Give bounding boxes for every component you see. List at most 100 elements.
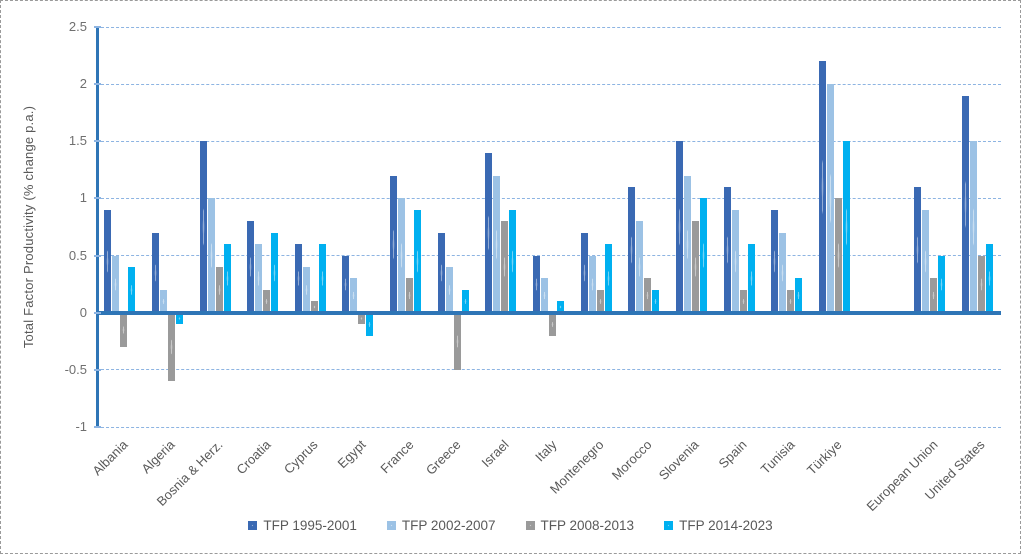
bar-tfp-1995-2001 — [199, 141, 207, 313]
y-axis-tick-mark — [94, 368, 101, 371]
legend-item: TFP 1995-2001 — [248, 518, 357, 533]
x-axis-zero-line — [96, 310, 1001, 315]
bar-tfp-2014-2023 — [414, 209, 422, 313]
bar-tfp-2014-2023 — [223, 244, 231, 313]
bar-tfp-1995-2001 — [247, 221, 255, 313]
bar-tfp-2002-2007 — [112, 255, 120, 313]
bar-tfp-2008-2013 — [739, 289, 747, 313]
bar-tfp-1995-2001 — [580, 232, 588, 313]
bar-tfp-2014-2023 — [652, 289, 660, 313]
gridline — [96, 83, 1001, 85]
y-axis-tick-label: 0 — [79, 304, 87, 320]
bar-tfp-2014-2023 — [366, 312, 374, 336]
bar-tfp-2008-2013 — [406, 278, 414, 313]
bar-tfp-2014-2023 — [795, 278, 803, 313]
y-axis-tick-label: -0.5 — [64, 361, 87, 377]
y-axis-tick-mark — [94, 26, 101, 28]
bar-tfp-1995-2001 — [818, 61, 826, 313]
bar-tfp-2002-2007 — [969, 141, 977, 313]
bar-tfp-2008-2013 — [263, 289, 271, 313]
bar-tfp-2008-2013 — [596, 289, 604, 313]
y-axis-tick-label: 1.5 — [68, 133, 87, 149]
y-axis-tick-mark — [94, 426, 101, 428]
bar-tfp-1995-2001 — [723, 187, 731, 313]
y-axis-tick-label: 1 — [79, 190, 87, 206]
bar-tfp-1995-2001 — [390, 175, 398, 313]
bar-tfp-1995-2001 — [485, 152, 493, 313]
bar-tfp-2008-2013 — [644, 278, 652, 313]
bar-tfp-2014-2023 — [842, 141, 850, 313]
bar-tfp-2008-2013 — [310, 301, 318, 313]
bar-tfp-2002-2007 — [350, 278, 358, 313]
bar-tfp-1995-2001 — [437, 232, 445, 313]
bar-tfp-2002-2007 — [159, 289, 167, 313]
bar-tfp-2002-2007 — [493, 175, 501, 313]
y-axis-tick-mark — [94, 197, 101, 200]
bar-tfp-2008-2013 — [358, 312, 366, 325]
bar-tfp-1995-2001 — [294, 244, 302, 313]
bar-tfp-2014-2023 — [747, 244, 755, 313]
bar-tfp-2008-2013 — [691, 221, 699, 313]
bar-tfp-2014-2023 — [318, 244, 326, 313]
gridline — [96, 26, 1001, 28]
bar-tfp-1995-2001 — [533, 255, 540, 313]
gridline — [96, 140, 1001, 142]
legend-item-label: TFP 2008-2013 — [540, 518, 635, 533]
plot-area — [94, 26, 1001, 428]
legend-swatch — [248, 521, 258, 530]
bar-tfp-2002-2007 — [302, 267, 310, 313]
bar-tfp-2002-2007 — [826, 84, 834, 313]
bar-tfp-2002-2007 — [731, 209, 739, 313]
bar-tfp-2008-2013 — [453, 312, 461, 370]
bar-tfp-1995-2001 — [628, 187, 636, 313]
bar-tfp-1995-2001 — [104, 209, 112, 313]
bar-tfp-2014-2023 — [938, 255, 946, 313]
legend-item-label: TFP 1995-2001 — [263, 518, 357, 533]
legend: TFP 1995-2001 TFP 2002-2007 TFP 2008-2013 T… — [1, 518, 1020, 533]
y-axis-tick-mark — [94, 83, 101, 86]
bar-tfp-2014-2023 — [509, 209, 517, 313]
bar-tfp-2014-2023 — [985, 244, 993, 313]
bar-tfp-2008-2013 — [787, 289, 795, 313]
bar-tfp-2014-2023 — [604, 244, 612, 313]
bar-tfp-1995-2001 — [961, 95, 969, 313]
bar-tfp-2008-2013 — [834, 198, 842, 313]
bar-tfp-1995-2001 — [151, 232, 159, 313]
bar-tfp-1995-2001 — [771, 209, 779, 313]
bar-tfp-2002-2007 — [255, 244, 263, 313]
y-axis-tick-mark — [94, 254, 101, 257]
bar-tfp-2014-2023 — [557, 301, 564, 313]
bar-tfp-1995-2001 — [675, 141, 683, 313]
bar-tfp-2008-2013 — [501, 221, 509, 313]
legend-item: TFP 2014-2023 — [664, 518, 773, 533]
y-axis-tick-label: 2 — [79, 76, 87, 92]
bar-tfp-2002-2007 — [541, 278, 548, 313]
y-axis-tick-label: 0.5 — [68, 247, 87, 263]
y-axis-line — [96, 27, 99, 427]
legend-swatch — [386, 521, 396, 530]
bar-tfp-2002-2007 — [636, 221, 644, 313]
bar-tfp-2008-2013 — [215, 267, 223, 313]
bar-tfp-2014-2023 — [461, 289, 469, 313]
bar-tfp-1995-2001 — [914, 187, 922, 313]
bar-tfp-2008-2013 — [930, 278, 938, 313]
bar-tfp-2002-2007 — [445, 267, 453, 313]
bar-tfp-2002-2007 — [683, 175, 691, 313]
bar-tfp-1995-2001 — [342, 255, 350, 313]
legend-swatch — [664, 521, 674, 530]
gridline — [96, 426, 1001, 428]
bar-tfp-2008-2013 — [977, 255, 985, 313]
y-axis-tick-label: -1 — [75, 419, 87, 434]
gridline — [96, 369, 1001, 371]
bar-tfp-2002-2007 — [922, 209, 930, 313]
legend-swatch — [525, 521, 535, 530]
gridline — [96, 197, 1001, 199]
bar-tfp-2002-2007 — [207, 198, 215, 313]
legend-item: TFP 2008-2013 — [525, 518, 635, 533]
gridline — [96, 255, 1001, 257]
bar-tfp-2014-2023 — [699, 198, 707, 313]
legend-item-label: TFP 2014-2023 — [679, 518, 773, 533]
bar-tfp-2014-2023 — [175, 312, 183, 325]
y-axis-tick-label: 2.5 — [68, 19, 87, 34]
